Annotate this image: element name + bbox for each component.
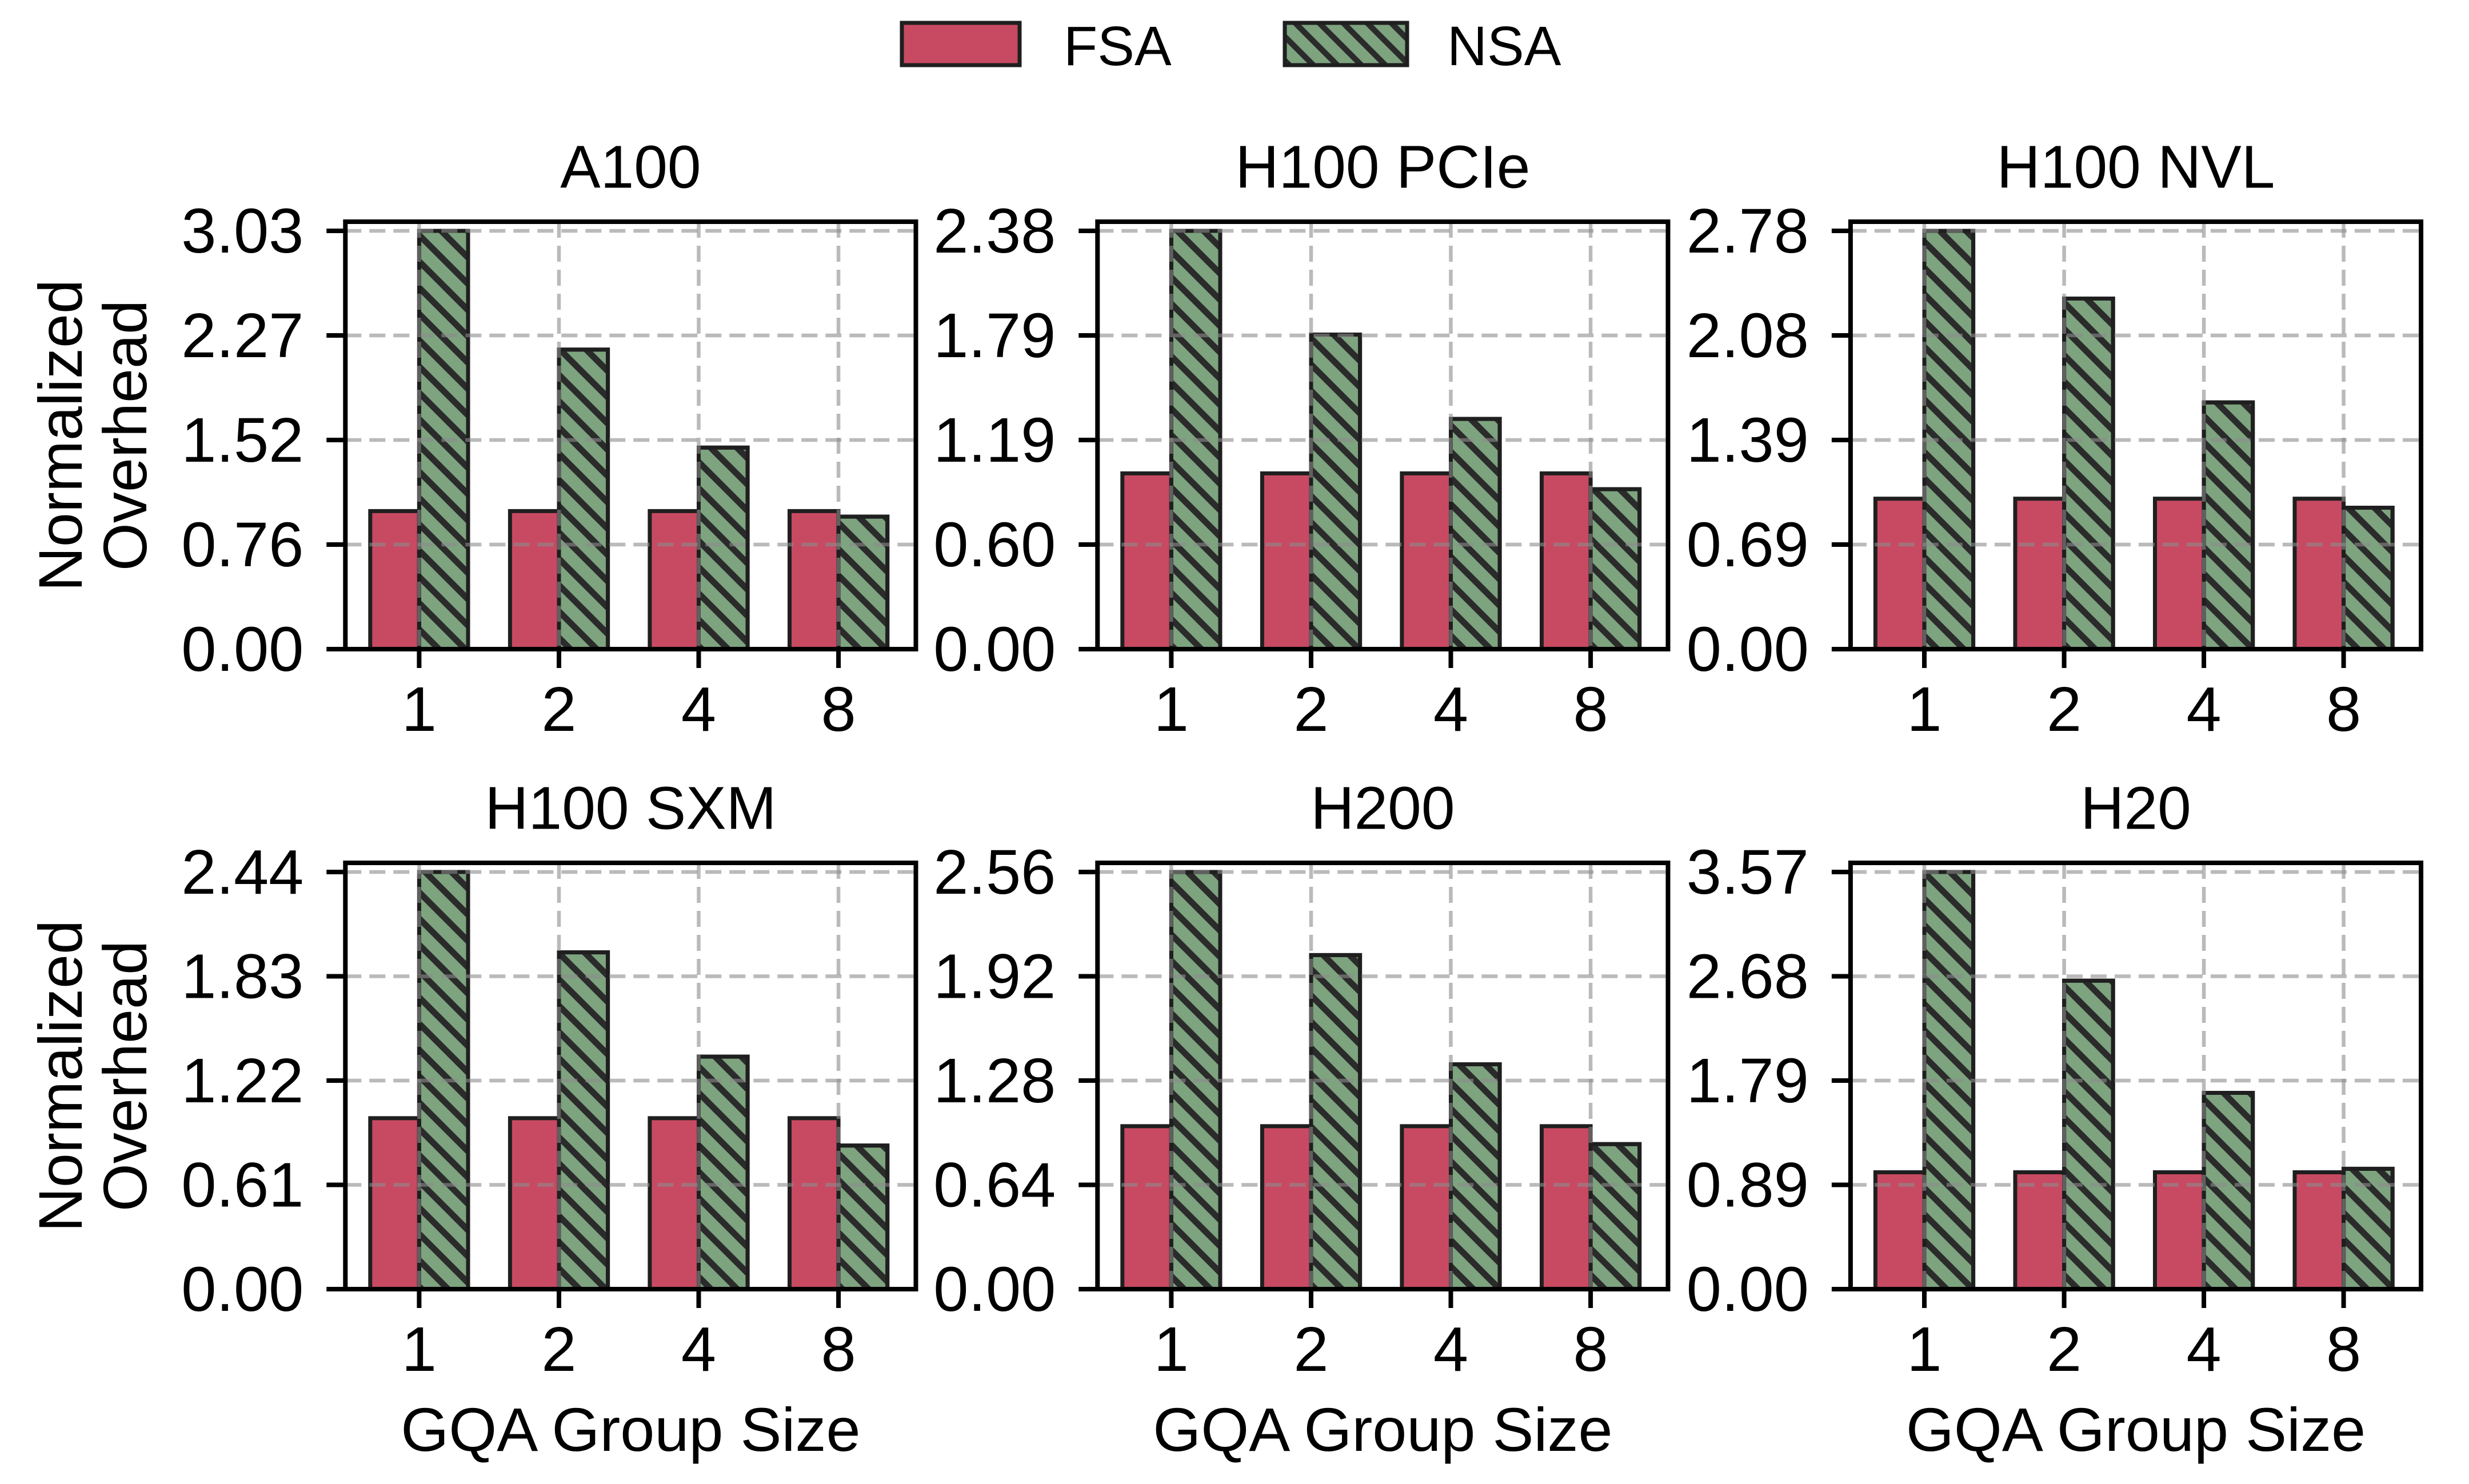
svg-text:4: 4 — [681, 1314, 716, 1385]
svg-text:2.68: 2.68 — [1687, 942, 1809, 1012]
svg-text:0.00: 0.00 — [1687, 1254, 1809, 1325]
svg-text:8: 8 — [1573, 674, 1608, 745]
svg-text:H200: H200 — [1311, 774, 1455, 842]
svg-text:8: 8 — [821, 1314, 856, 1385]
svg-text:FSA: FSA — [1064, 15, 1172, 77]
svg-text:3.03: 3.03 — [181, 196, 303, 266]
svg-text:2: 2 — [1293, 1314, 1328, 1385]
svg-text:2: 2 — [2047, 1314, 2082, 1385]
svg-text:Normalized: Normalized — [26, 279, 95, 591]
svg-text:2: 2 — [541, 1314, 576, 1385]
svg-text:4: 4 — [1433, 674, 1468, 745]
svg-text:GQA Group Size: GQA Group Size — [401, 1395, 860, 1464]
svg-text:0.61: 0.61 — [181, 1150, 303, 1221]
svg-text:1.22: 1.22 — [181, 1046, 303, 1116]
svg-text:1.19: 1.19 — [933, 405, 1056, 475]
svg-text:4: 4 — [2187, 1314, 2222, 1385]
svg-text:1.83: 1.83 — [181, 942, 303, 1012]
svg-text:GQA Group Size: GQA Group Size — [1153, 1395, 1612, 1464]
svg-text:A100: A100 — [560, 133, 701, 201]
svg-text:1.92: 1.92 — [933, 942, 1056, 1012]
svg-text:0.00: 0.00 — [933, 614, 1056, 685]
svg-text:Overhead: Overhead — [90, 300, 159, 571]
svg-text:H100 NVL: H100 NVL — [1997, 133, 2275, 201]
svg-text:1.79: 1.79 — [933, 301, 1056, 371]
svg-text:4: 4 — [2187, 674, 2222, 745]
svg-text:2.44: 2.44 — [181, 837, 303, 907]
svg-text:3.57: 3.57 — [1687, 837, 1809, 907]
svg-text:2: 2 — [2047, 674, 2082, 745]
svg-text:Overhead: Overhead — [90, 941, 159, 1211]
svg-text:2.78: 2.78 — [1687, 196, 1809, 266]
svg-text:1: 1 — [1907, 674, 1941, 745]
svg-text:0.00: 0.00 — [181, 614, 303, 685]
svg-text:1: 1 — [1907, 1314, 1941, 1385]
svg-text:4: 4 — [681, 674, 716, 745]
svg-text:8: 8 — [2326, 674, 2361, 745]
svg-text:0.60: 0.60 — [933, 510, 1056, 580]
svg-text:H100 PCIe: H100 PCIe — [1235, 133, 1530, 201]
svg-text:2: 2 — [1293, 674, 1328, 745]
svg-text:1.79: 1.79 — [1687, 1046, 1809, 1116]
svg-text:8: 8 — [821, 674, 856, 745]
svg-text:0.00: 0.00 — [181, 1254, 303, 1325]
svg-text:1: 1 — [402, 1314, 437, 1385]
svg-text:2.38: 2.38 — [933, 196, 1056, 266]
svg-text:1: 1 — [402, 674, 437, 745]
svg-text:2.27: 2.27 — [181, 301, 303, 371]
svg-text:1.28: 1.28 — [933, 1046, 1056, 1116]
svg-text:8: 8 — [2326, 1314, 2361, 1385]
svg-text:1: 1 — [1154, 1314, 1189, 1385]
svg-text:2: 2 — [541, 674, 576, 745]
svg-text:4: 4 — [1433, 1314, 1468, 1385]
svg-text:0.69: 0.69 — [1687, 510, 1809, 580]
svg-text:0.76: 0.76 — [181, 510, 303, 580]
svg-text:GQA Group Size: GQA Group Size — [1906, 1395, 2366, 1464]
svg-text:1: 1 — [1154, 674, 1189, 745]
svg-text:1.39: 1.39 — [1687, 405, 1809, 475]
svg-text:2.56: 2.56 — [933, 837, 1056, 907]
svg-text:0.64: 0.64 — [933, 1150, 1056, 1221]
svg-text:0.00: 0.00 — [1687, 614, 1809, 685]
svg-text:H100 SXM: H100 SXM — [485, 774, 776, 842]
svg-text:8: 8 — [1573, 1314, 1608, 1385]
svg-text:0.00: 0.00 — [933, 1254, 1056, 1325]
svg-text:NSA: NSA — [1447, 15, 1561, 77]
svg-text:2.08: 2.08 — [1687, 301, 1809, 371]
svg-text:0.89: 0.89 — [1687, 1150, 1809, 1221]
svg-text:Normalized: Normalized — [26, 920, 95, 1232]
svg-text:H20: H20 — [2080, 774, 2191, 842]
svg-text:1.52: 1.52 — [181, 405, 303, 475]
